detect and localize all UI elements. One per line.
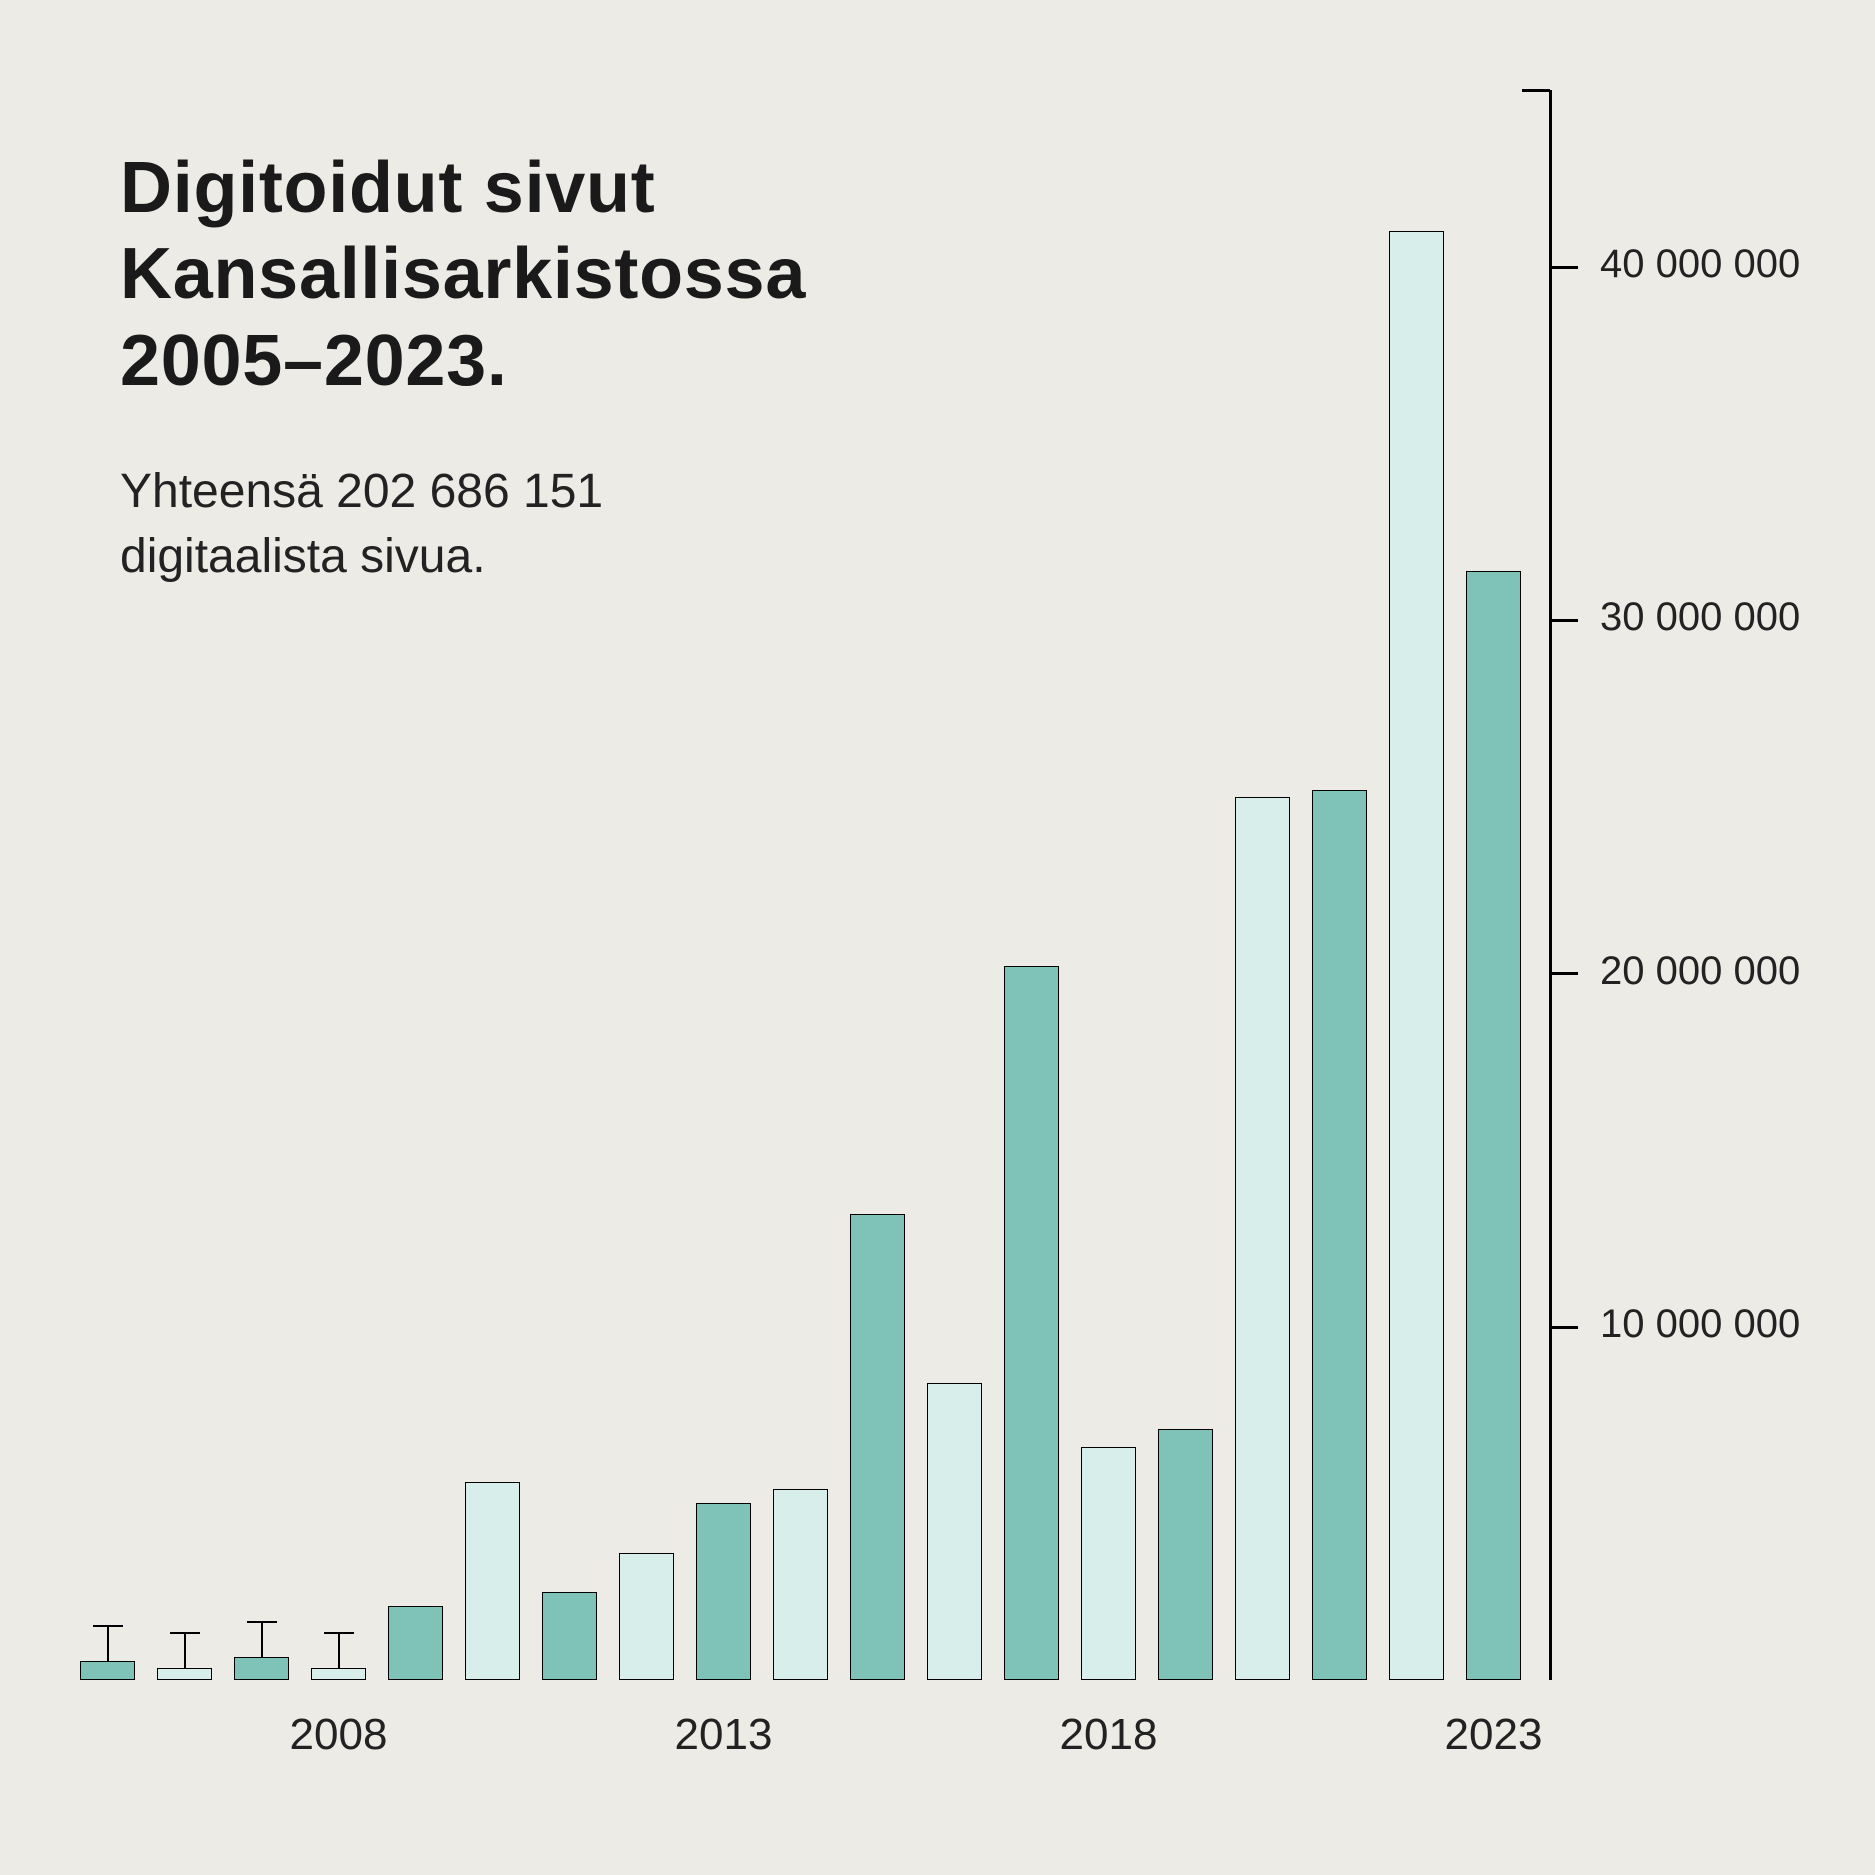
bar [542, 1592, 597, 1680]
low-value-stem [338, 1632, 340, 1668]
bar [1081, 1447, 1136, 1680]
bar [1158, 1429, 1213, 1680]
bar [388, 1606, 443, 1680]
low-value-stem [184, 1632, 186, 1668]
y-axis-top-cap [1522, 89, 1550, 92]
chart-canvas: Digitoidut sivut Kansallisarkistossa 200… [0, 0, 1875, 1875]
x-tick-label: 2008 [290, 1710, 388, 1760]
y-tick-label: 30 000 000 [1600, 595, 1800, 640]
low-value-cap [324, 1632, 354, 1634]
low-value-stem [261, 1621, 263, 1657]
bar [696, 1503, 751, 1680]
y-tick-label: 40 000 000 [1600, 242, 1800, 287]
bar [157, 1668, 212, 1680]
bar-chart: 10 000 000 20 000 000 30 000 000 40 000 000… [0, 0, 1875, 1875]
y-axis-line [1549, 90, 1552, 1680]
low-value-cap [247, 1621, 277, 1623]
y-tick [1550, 1326, 1578, 1329]
y-tick [1550, 619, 1578, 622]
bar [927, 1383, 982, 1680]
bar [850, 1214, 905, 1680]
y-tick-label: 20 000 000 [1600, 949, 1800, 994]
bar [465, 1482, 520, 1680]
bar [1004, 966, 1059, 1680]
low-value-cap [93, 1625, 123, 1627]
bar [619, 1553, 674, 1680]
x-tick-label: 2023 [1445, 1710, 1543, 1760]
y-tick [1550, 972, 1578, 975]
x-tick-label: 2013 [675, 1710, 773, 1760]
low-value-cap [170, 1632, 200, 1634]
bar [1466, 571, 1521, 1680]
bar [1235, 797, 1290, 1680]
x-tick-label: 2018 [1060, 1710, 1158, 1760]
bar [1389, 231, 1444, 1680]
bar [1312, 790, 1367, 1680]
bar [311, 1668, 366, 1680]
low-value-stem [107, 1625, 109, 1661]
bar [80, 1661, 135, 1680]
bar [773, 1489, 828, 1680]
y-tick-label: 10 000 000 [1600, 1302, 1800, 1347]
bar [234, 1657, 289, 1680]
y-tick [1550, 266, 1578, 269]
